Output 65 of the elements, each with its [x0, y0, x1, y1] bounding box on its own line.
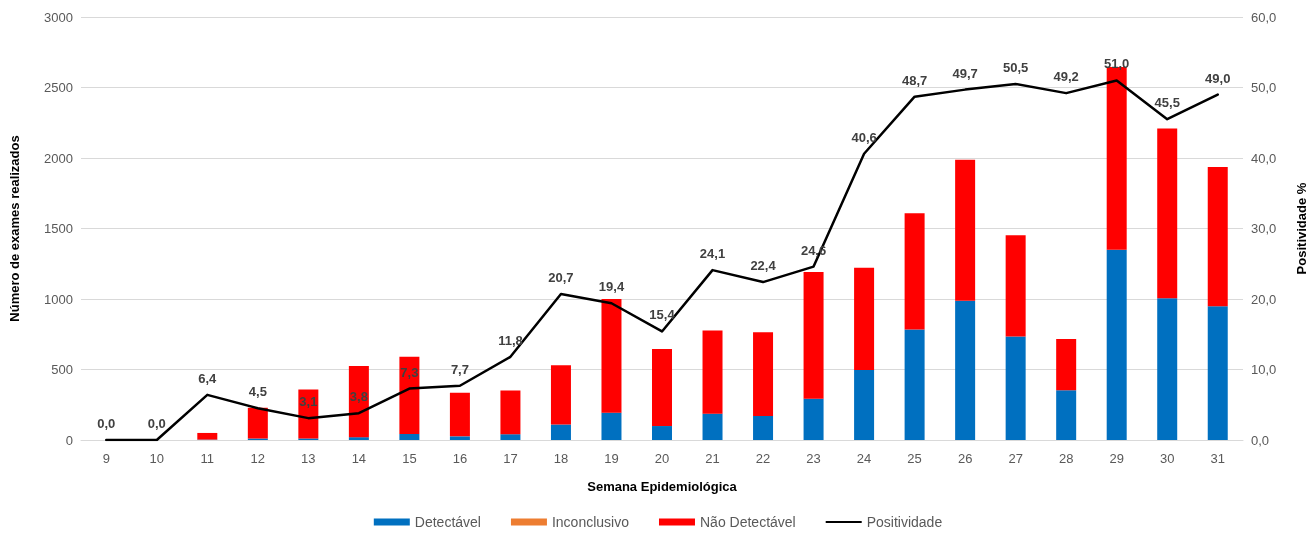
data-label: 50,5	[1003, 59, 1029, 75]
x-tick-label: 22	[755, 451, 771, 466]
data-label: 49,2	[1053, 69, 1079, 85]
x-tick-label: 28	[1058, 451, 1074, 466]
data-label: 0,0	[97, 416, 116, 431]
data-label: 49,7	[952, 65, 978, 81]
data-label: 3,1	[299, 394, 318, 410]
y2-tick-label: 10,0	[1251, 362, 1277, 377]
x-tick-label: 12	[250, 451, 266, 466]
legend-label: Não Detectável	[699, 514, 796, 530]
x-tick-label: 18	[553, 451, 569, 466]
data-label: 3,8	[349, 389, 368, 405]
legend-label: Detectável	[414, 514, 481, 530]
x-tick-label: 23	[806, 451, 821, 466]
x-tick-label: 16	[452, 451, 468, 466]
data-label: 24,1	[699, 246, 726, 262]
data-label: 22,4	[750, 258, 777, 274]
y-tick-label: 0	[65, 432, 73, 448]
data-label: 40,6	[851, 129, 877, 145]
data-label: 7,7	[450, 361, 469, 377]
x-tick-label: 26	[957, 451, 973, 466]
y-tick-label: 1500	[44, 221, 73, 236]
y2-tick-label: 20,0	[1251, 291, 1277, 307]
y-tick-label: 2000	[44, 150, 73, 166]
data-label: 4,5	[248, 384, 267, 400]
data-label: 11,8	[498, 332, 523, 348]
y-tick-label: 2500	[44, 80, 73, 95]
x-tick-label: 20	[654, 451, 670, 466]
x-tick-label: 25	[907, 451, 922, 466]
data-label: 0,0	[147, 416, 166, 431]
y-tick-label: 1000	[44, 291, 73, 307]
x-tick-label: 9	[102, 451, 110, 466]
x-axis-title: Semana Epidemiológica	[587, 479, 738, 494]
legend-label: Positividade	[866, 514, 943, 530]
x-tick-label: 10	[149, 451, 165, 466]
x-tick-label: 17	[503, 451, 518, 466]
data-label: 45,5	[1154, 95, 1180, 111]
x-tick-label: 29	[1109, 451, 1124, 466]
x-tick-label: 31	[1210, 451, 1225, 466]
y2-tick-label: 0,0	[1251, 432, 1270, 448]
data-label: 15,4	[649, 307, 676, 323]
y-tick-label: 500	[51, 362, 73, 377]
x-tick-label: 24	[856, 451, 872, 466]
y2-tick-label: 30,0	[1251, 221, 1277, 236]
legend-label: Inconclusivo	[551, 514, 630, 530]
data-label: 7,3	[400, 364, 419, 380]
data-label: 6,4	[198, 370, 218, 386]
x-tick-label: 13	[301, 451, 316, 466]
y2-tick-label: 40,0	[1251, 150, 1277, 166]
x-tick-label: 14	[351, 451, 367, 466]
x-tick-label: 15	[402, 451, 417, 466]
x-tick-label: 30	[1159, 451, 1175, 466]
y2-tick-label: 60,0	[1251, 9, 1277, 25]
data-label: 49,0	[1205, 70, 1231, 86]
y2-axis-title: Positividade %	[1294, 182, 1309, 275]
x-tick-label: 11	[200, 451, 215, 466]
y-tick-label: 3000	[44, 9, 73, 25]
x-tick-label: 19	[604, 451, 619, 466]
x-tick-label: 21	[705, 451, 720, 466]
data-label: 48,7	[901, 72, 928, 88]
y-axis-title: Número de exames realizados	[7, 135, 22, 322]
y2-tick-label: 50,0	[1251, 80, 1277, 95]
data-label: 19,4	[598, 279, 625, 295]
data-label: 20,7	[548, 270, 574, 286]
x-tick-label: 27	[1008, 451, 1023, 466]
